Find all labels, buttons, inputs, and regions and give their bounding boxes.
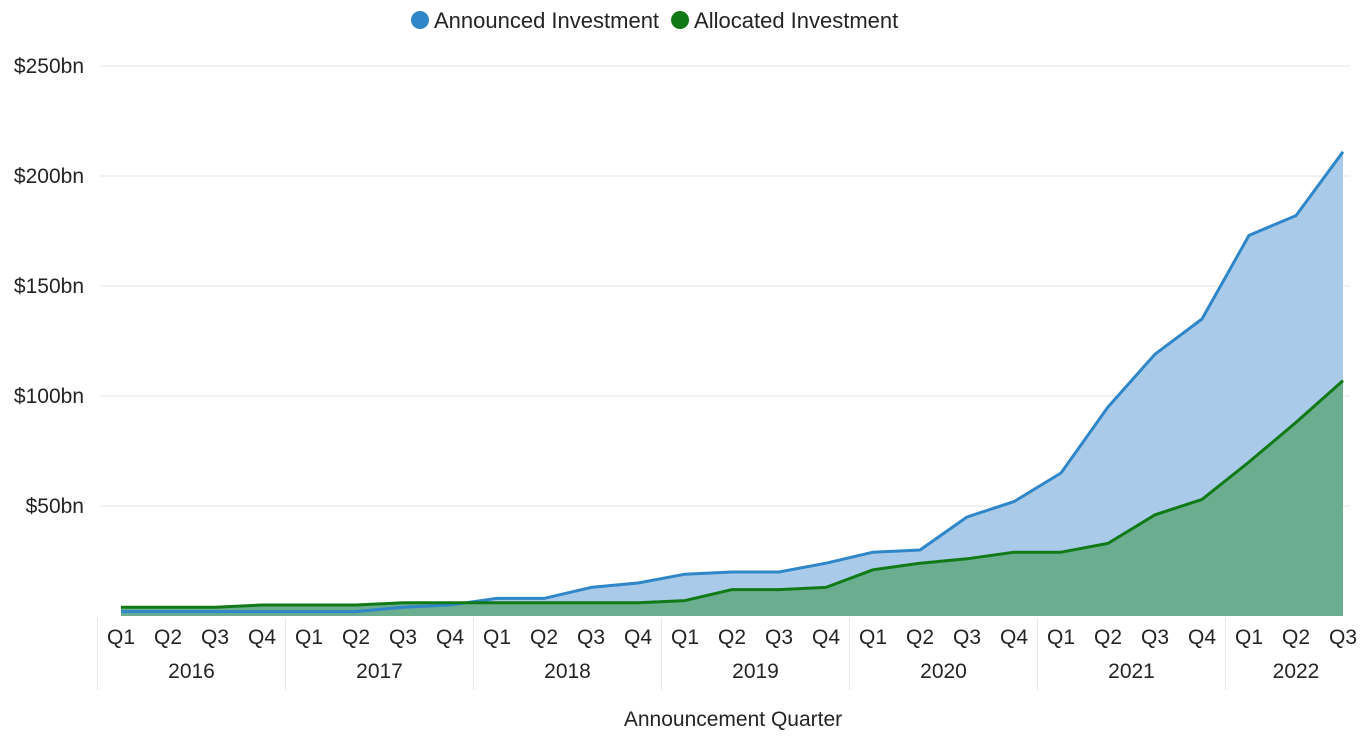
x-tick-label-quarter: Q3: [577, 626, 605, 649]
x-axis-title: Announcement Quarter: [624, 708, 842, 731]
x-tick-label-quarter: Q4: [248, 626, 276, 649]
y-axis: $50bn $100bn $150bn $200bn $250bn: [14, 55, 84, 518]
x-tick-label-quarter: Q1: [671, 626, 699, 649]
series-lines: [121, 150, 1345, 614]
x-tick-label-quarter: Q4: [436, 626, 464, 649]
x-tick-label-quarter: Q1: [1235, 626, 1263, 649]
y-tick-label: $100bn: [14, 385, 84, 408]
x-tick-label-quarter: Q1: [107, 626, 135, 649]
y-tick-label: $50bn: [26, 495, 84, 518]
x-tick-label-year: 2018: [544, 660, 591, 683]
legend-marker-announced-investment: [411, 11, 429, 29]
x-tick-label-year: 2019: [732, 660, 779, 683]
announced-investment-area: [121, 151, 1343, 617]
x-tick-label-quarter: Q3: [953, 626, 981, 649]
x-tick-label-quarter: Q3: [1329, 626, 1357, 649]
chart-legend: Announced Investment Allocated Investment: [411, 8, 898, 33]
x-tick-label-quarter: Q2: [530, 626, 558, 649]
x-tick-label-quarter: Q2: [154, 626, 182, 649]
series-areas: [121, 151, 1343, 617]
y-tick-label: $200bn: [14, 165, 84, 188]
legend-label-allocated-investment: Allocated Investment: [694, 8, 898, 33]
allocated-investment-area: [121, 380, 1343, 616]
x-tick-label-quarter: Q4: [624, 626, 652, 649]
x-tick-label-year: 2022: [1273, 660, 1320, 683]
x-tick-label-year: 2016: [168, 660, 215, 683]
x-axis: Q1 Q2 Q3 Q4 Q1 Q2 Q3 Q4 Q1 Q2 Q3 Q4 Q1 Q2 Q3 Q4 Q1 Q2 Q3 Q4…: [97, 618, 1357, 690]
allocated-investment-line: [121, 379, 1344, 609]
legend-label-announced-investment: Announced Investment: [434, 8, 659, 33]
x-tick-label-quarter: Q3: [765, 626, 793, 649]
x-tick-label-quarter: Q2: [718, 626, 746, 649]
x-tick-label-quarter: Q4: [812, 626, 840, 649]
y-tick-label: $250bn: [14, 55, 84, 78]
x-tick-label-year: 2021: [1108, 660, 1155, 683]
x-tick-label-quarter: Q4: [1000, 626, 1028, 649]
x-tick-label-quarter: Q3: [1141, 626, 1169, 649]
announced-investment-line: [121, 150, 1345, 614]
x-tick-label-year: 2020: [920, 660, 967, 683]
x-tick-label-quarter: Q4: [1188, 626, 1216, 649]
x-tick-label-quarter: Q1: [859, 626, 887, 649]
x-tick-label-quarter: Q3: [201, 626, 229, 649]
x-tick-label-year: 2017: [356, 660, 403, 683]
x-tick-label-quarter: Q2: [1094, 626, 1122, 649]
x-tick-label-quarter: Q3: [389, 626, 417, 649]
x-tick-label-quarter: Q2: [1282, 626, 1310, 649]
x-tick-label-quarter: Q2: [906, 626, 934, 649]
x-tick-label-quarter: Q2: [342, 626, 370, 649]
legend-marker-allocated-investment: [671, 11, 690, 29]
y-tick-label: $150bn: [14, 275, 84, 298]
x-tick-label-quarter: Q1: [1047, 626, 1075, 649]
x-tick-label-quarter: Q1: [295, 626, 323, 649]
x-tick-label-quarter: Q1: [483, 626, 511, 649]
